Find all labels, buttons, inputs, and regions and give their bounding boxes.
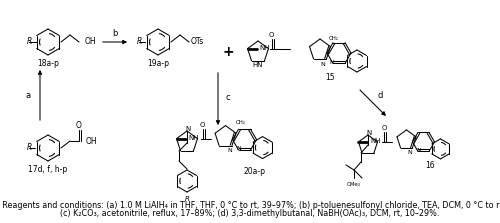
Text: N: N	[407, 150, 412, 155]
Text: R: R	[136, 37, 141, 47]
Text: 18a-p: 18a-p	[37, 60, 59, 68]
Text: 19a-p: 19a-p	[147, 60, 169, 68]
Text: R: R	[26, 37, 32, 47]
Text: NH: NH	[188, 135, 199, 140]
Text: d: d	[378, 91, 382, 101]
Text: NH: NH	[370, 138, 381, 144]
Text: HN: HN	[252, 62, 262, 68]
Text: N: N	[186, 126, 190, 132]
Text: CH₂: CH₂	[329, 35, 339, 41]
Text: CMe₃: CMe₃	[347, 182, 361, 188]
Text: 20a-p: 20a-p	[244, 167, 266, 176]
Text: N: N	[366, 130, 372, 136]
Text: +: +	[222, 45, 234, 59]
Text: 16: 16	[425, 161, 435, 169]
Text: 17d, f, h-p: 17d, f, h-p	[28, 165, 68, 175]
Text: N: N	[330, 60, 334, 64]
Text: O: O	[269, 32, 274, 38]
Text: N: N	[320, 62, 326, 66]
Text: c: c	[226, 93, 230, 103]
Text: (c) K₂CO₃, acetonitrile, reflux, 17–89%; (d) 3,3-dimethylbutanal, NaBH(OAc)₃, DC: (c) K₂CO₃, acetonitrile, reflux, 17–89%;…	[60, 209, 440, 217]
Text: N: N	[227, 148, 232, 153]
Text: a: a	[26, 91, 30, 99]
Text: N: N	[416, 149, 421, 153]
Text: OH: OH	[85, 37, 96, 47]
Text: O: O	[382, 125, 387, 131]
Text: 15: 15	[325, 74, 335, 83]
Text: NH: NH	[260, 45, 270, 51]
Text: N: N	[236, 146, 241, 151]
Text: b: b	[112, 29, 117, 37]
Text: OH: OH	[86, 136, 98, 145]
Text: OTs: OTs	[191, 37, 204, 47]
Text: R: R	[184, 196, 190, 202]
Text: R: R	[26, 143, 32, 153]
Text: CH₂: CH₂	[236, 120, 246, 125]
Text: Scheme 2. Reagents and conditions: (a) 1.0 M LiAlH₄ in THF, THF, 0 °C to rt, 39–: Scheme 2. Reagents and conditions: (a) 1…	[0, 200, 500, 209]
Text: O: O	[200, 122, 205, 128]
Text: O: O	[76, 122, 82, 130]
